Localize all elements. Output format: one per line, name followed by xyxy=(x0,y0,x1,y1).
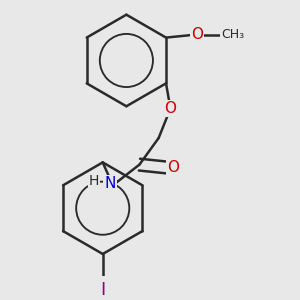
Text: CH₃: CH₃ xyxy=(221,28,244,41)
Text: O: O xyxy=(164,101,176,116)
Text: I: I xyxy=(100,281,105,299)
Text: O: O xyxy=(167,160,179,175)
Text: H: H xyxy=(88,174,99,188)
Text: N: N xyxy=(104,176,116,191)
Text: O: O xyxy=(191,27,203,42)
